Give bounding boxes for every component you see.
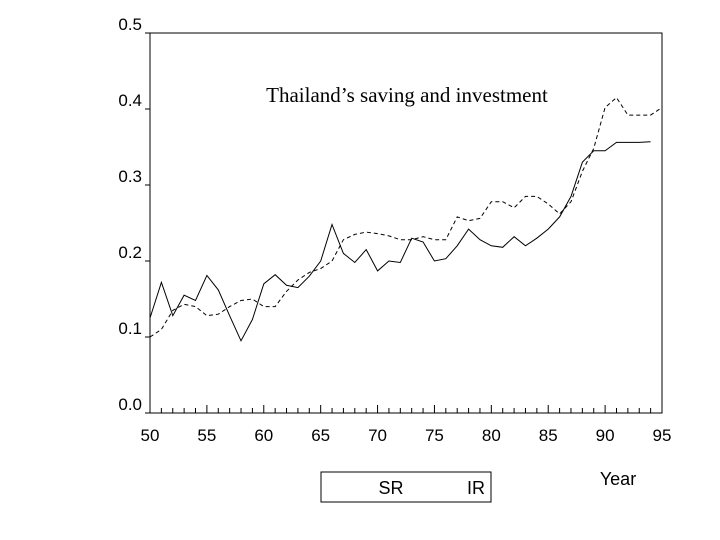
x-tick-label: 55 bbox=[197, 426, 216, 445]
x-axis: 50 55 60 65 70 75 80 85 90 95 bbox=[141, 405, 672, 445]
legend-label-ir: IR bbox=[467, 478, 485, 498]
x-tick-label: 70 bbox=[368, 426, 387, 445]
y-tick-label: 0.1 bbox=[118, 319, 142, 338]
series-line-sr bbox=[149, 141, 651, 342]
x-axis-label: Year bbox=[600, 469, 636, 489]
x-tick-label: 75 bbox=[425, 426, 444, 445]
x-tick-label: 65 bbox=[311, 426, 330, 445]
x-tick-label: 90 bbox=[596, 426, 615, 445]
plot-frame bbox=[149, 32, 663, 414]
y-tick-label: 0.4 bbox=[118, 91, 142, 110]
y-tick-label: 0.5 bbox=[118, 15, 142, 34]
chart-title: Thailand’s saving and investment bbox=[266, 83, 548, 107]
x-tick-label: 95 bbox=[653, 426, 672, 445]
x-tick-label: 85 bbox=[539, 426, 558, 445]
y-axis: 0.0 0.1 0.2 0.3 0.4 0.5 bbox=[118, 15, 150, 414]
series-line-ir bbox=[149, 96, 663, 338]
x-tick-label: 80 bbox=[482, 426, 501, 445]
legend-box bbox=[320, 471, 492, 503]
legend-label-sr: SR bbox=[378, 478, 403, 498]
y-tick-label: 0.2 bbox=[118, 243, 142, 262]
series-layer bbox=[149, 96, 663, 342]
y-tick-label: 0.3 bbox=[118, 167, 142, 186]
y-tick-label: 0.0 bbox=[118, 395, 142, 414]
x-tick-label: 50 bbox=[141, 426, 160, 445]
x-tick-label: 60 bbox=[254, 426, 273, 445]
